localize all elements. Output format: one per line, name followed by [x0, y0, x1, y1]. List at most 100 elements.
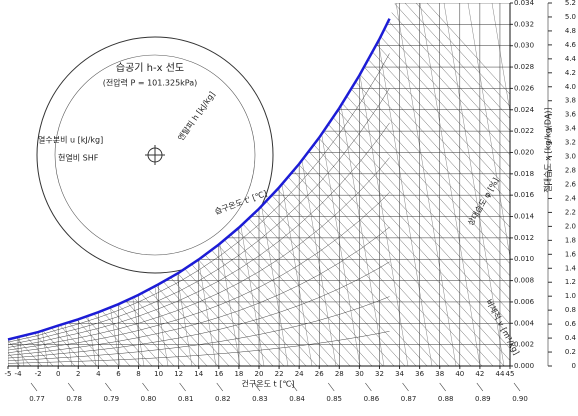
x-tick-label: 20	[255, 370, 264, 378]
x-tick-label: 34	[395, 370, 404, 378]
volume-tick	[402, 382, 409, 392]
volume-tick-label: 0.79	[104, 395, 120, 403]
protractor: 습공기 h-x 선도 (전압력 P = 101.325kPa) 열수분비 u […	[36, 36, 274, 274]
y-tick-label: 0.008	[514, 277, 534, 285]
volume-line	[467, 3, 510, 366]
volume-line	[59, 3, 121, 366]
volume-tick	[253, 382, 261, 392]
volume-tick	[365, 382, 372, 392]
y2-tick-label: 2.2	[565, 208, 576, 216]
volume-tick-label: 0.88	[438, 395, 454, 403]
enthalpy-line	[316, 3, 510, 366]
annotation: 현열비 SHF	[58, 154, 99, 163]
volume-tick-label: 0.77	[29, 395, 45, 403]
rh-curve	[8, 296, 390, 361]
x-tick-label: 44	[495, 370, 504, 378]
x-tick-label: 32	[375, 370, 384, 378]
y2-tick-label: 4.6	[565, 41, 577, 49]
y2-tick-label: 1.6	[565, 250, 577, 258]
volume-tick	[327, 382, 335, 392]
saturation-line	[7, 18, 391, 341]
volume-tick	[142, 382, 149, 392]
x-tick-label: 10	[154, 370, 163, 378]
y-tick-label: 0.026	[514, 84, 535, 92]
y-tick-label: 0.032	[514, 20, 534, 28]
enthalpy-line	[8, 3, 65, 366]
x-tick-label: 18	[234, 370, 243, 378]
x-tick-label: 14	[194, 370, 203, 378]
enthalpy-line	[8, 3, 109, 366]
y2-tick-label: 0.2	[565, 348, 576, 356]
volume-tick	[105, 382, 112, 392]
y-tick-label: 0.016	[514, 191, 535, 199]
x-axis-label: 건구온도 t [℃]	[242, 379, 295, 389]
y2-tick-label: 5.2	[565, 0, 576, 7]
enthalpy-line	[371, 3, 510, 366]
x-tick-label: 12	[174, 370, 183, 378]
y2-tick-label: 4.8	[565, 27, 576, 35]
y2-tick-label: 0.4	[565, 334, 577, 342]
x-tick-label: 22	[275, 370, 284, 378]
volume-tick-label: 0.90	[512, 395, 528, 403]
y-tick-label: 0.020	[514, 148, 534, 156]
y2-tick-label: 1.4	[565, 264, 577, 272]
volume-tick-label: 0.87	[401, 395, 417, 403]
enthalpy-line	[382, 3, 510, 366]
y-tick-label: 0.006	[514, 298, 535, 306]
enthalpy-line	[415, 3, 510, 366]
volume-tick-label: 0.78	[66, 395, 82, 403]
x-tick-label: 2	[76, 370, 80, 378]
rh-curve	[8, 53, 390, 343]
y2-tick-label: 5.0	[565, 13, 576, 21]
y-tick-label: 0.000	[514, 362, 534, 370]
y2-tick-label: 4.2	[565, 69, 576, 77]
volume-tick-label: 0.82	[215, 395, 231, 403]
x-tick-label: 42	[475, 370, 484, 378]
x-tick-label: 30	[355, 370, 364, 378]
enthalpy-line	[8, 3, 43, 366]
volume-tick	[216, 382, 224, 392]
y2-tick-label: 2.0	[565, 222, 576, 230]
y-tick-label: 0.022	[514, 127, 534, 135]
annotation: 엔탈피 h [kJ/kg]	[175, 89, 216, 142]
volume-line	[371, 3, 433, 366]
volume-tick-label: 0.81	[178, 395, 194, 403]
enthalpy-line	[8, 3, 32, 366]
volume-tick	[30, 382, 38, 392]
y-tick-label: 0.002	[514, 341, 534, 349]
volume-line	[11, 3, 73, 366]
x-tick-label: -4	[15, 370, 23, 378]
y-tick-label: 0.034	[514, 0, 535, 7]
enthalpy-line	[393, 3, 510, 366]
y2-tick-label: 3.0	[565, 153, 576, 161]
x-tick-label: 6	[116, 370, 121, 378]
volume-line	[419, 3, 481, 366]
y2-tick-label: 2.6	[565, 181, 577, 189]
rh-curve	[8, 226, 390, 356]
enthalpy-line	[8, 3, 76, 366]
x-tick-label: 38	[435, 370, 444, 378]
volume-tick	[513, 382, 521, 392]
y2-tick-label: 3.4	[565, 125, 577, 133]
protractor-outer	[36, 36, 274, 274]
x-tick-label: -5	[5, 370, 12, 378]
y2-tick-label: 4.0	[565, 83, 576, 91]
volume-tick	[476, 382, 484, 392]
y2-tick-label: 3.2	[565, 139, 576, 147]
volume-tick-label: 0.83	[252, 395, 268, 403]
y2-tick-label: 2.4	[565, 194, 577, 202]
chart-title: 습공기 h-x 선도	[116, 62, 184, 74]
enthalpy-line	[327, 3, 510, 366]
y2-tick-label: 0	[572, 362, 576, 370]
rh-curve	[8, 157, 390, 351]
rh-curve	[8, 192, 390, 354]
x-tick-label: 36	[415, 370, 424, 378]
x-tick-label: 24	[295, 370, 304, 378]
volume-tick-label: 0.84	[289, 395, 305, 403]
enthalpy-line	[8, 3, 54, 366]
y2-tick-label: 1.0	[565, 292, 576, 300]
enthalpy-line	[8, 3, 98, 366]
chart-subtitle: (전압력 P = 101.325kPa)	[103, 78, 198, 88]
x-tick-label: 28	[335, 370, 344, 378]
